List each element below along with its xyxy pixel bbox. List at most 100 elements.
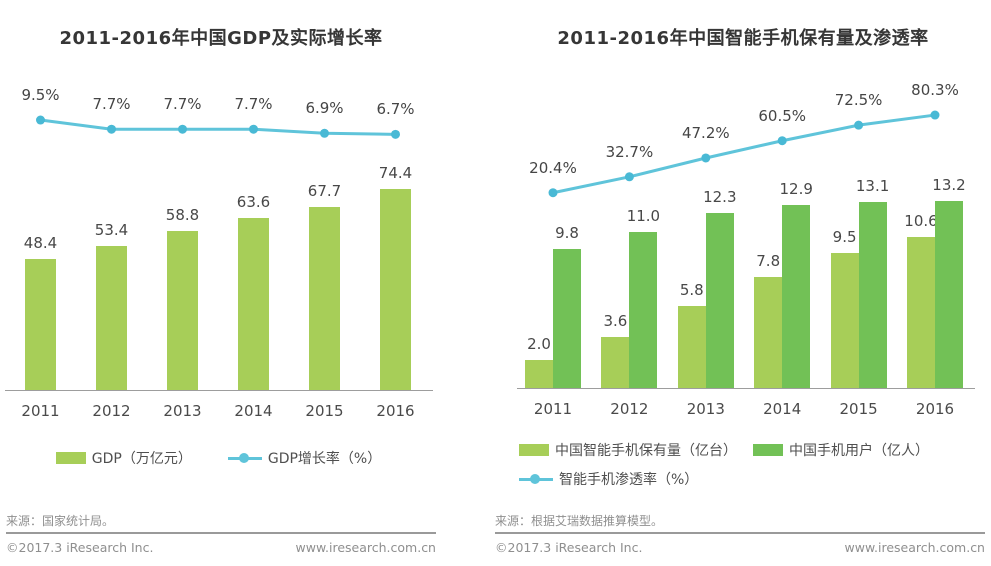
x-axis: [517, 388, 975, 389]
smartphone-stock-bar: [830, 253, 859, 388]
smartphone-source-note: 来源：根据艾瑞数据推算模型。: [495, 514, 664, 528]
x-tick-label: 2012: [610, 400, 649, 418]
mobile-users-bar: [858, 201, 887, 388]
gdp-growth-rate-value-label: 6.9%: [305, 99, 344, 118]
gdp-bar-value-label: 53.4: [94, 220, 129, 239]
smartphone-penetration-point: [701, 153, 711, 163]
gdp-chart-title: 2011-2016年中国GDP及实际增长率: [59, 28, 383, 49]
gdp-growth-line-swatch-icon: [227, 452, 262, 464]
smartphone-penetration-point: [624, 172, 634, 182]
smartphone-stock-bar-value-label: 3.6: [603, 311, 628, 330]
x-axis: [5, 390, 433, 391]
gdp-growth-rate-value-label: 9.5%: [21, 86, 60, 105]
copyright-text: ©2017.3 iResearch Inc.: [495, 540, 643, 555]
gdp-chart-panel: 2011-2016年中国GDP及实际增长率 48.4 53.4 58.8 63.6 67…: [0, 0, 495, 566]
gdp-growth-rate-point: [320, 128, 329, 138]
x-tick-label: 2014: [234, 402, 273, 420]
smartphone-stock-bar-value-label: 2.0: [527, 334, 551, 353]
gdp-growth-rate-line-path: [40, 118, 396, 136]
smartphone-penetration-value-label: 20.4%: [529, 158, 577, 177]
gdp-bar-value-label: 48.4: [23, 234, 58, 253]
smartphone-stock-bar: [907, 237, 935, 388]
website-text: www.iresearch.com.cn: [295, 540, 437, 555]
mobile-users-bar-value-label: 11.0: [626, 206, 661, 225]
legend-row: 中国智能手机保有量（亿台） 中国手机用户（亿人）: [519, 440, 929, 460]
smartphone-penetration-point: [777, 136, 787, 146]
smartphone-stock-bar: [525, 359, 553, 388]
smartphone-penetration-value-label: 47.2%: [681, 123, 730, 142]
smartphone-chart-panel: 2011-2016年中国智能手机保有量及渗透率 2.0 3.6 5.8 7.8 9.5 1…: [495, 0, 991, 566]
mobile-users-bar-value-label: 12.3: [703, 188, 737, 207]
gdp-growth-rate-value-label: 7.7%: [234, 95, 273, 114]
smartphone-penetration-point: [548, 188, 558, 198]
gdp-bar-value-label: 67.7: [307, 182, 342, 201]
gdp-bar: [238, 218, 269, 390]
legend-item-smartphone-stock: 中国智能手机保有量（亿台）: [519, 440, 737, 460]
gdp-source-note: 来源：国家统计局。: [6, 514, 115, 528]
x-tick-label: 2014: [763, 400, 802, 418]
smartphone-penetration-value-label: 80.3%: [911, 81, 959, 100]
website-text: www.iresearch.com.cn: [844, 540, 986, 555]
smartphone-stock-bar-value-label: 5.8: [679, 280, 704, 299]
legend-label-gdp-growth: GDP增长率（%）: [267, 451, 382, 467]
x-tick-label: 2011: [21, 402, 60, 420]
legend-item-gdp-growth: GDP增长率（%）: [227, 448, 382, 468]
mobile-users-bar-swatch-icon: [753, 444, 783, 456]
x-tick-label: 2011: [533, 400, 573, 418]
mobile-users-bar-value-label: 9.8: [555, 223, 579, 242]
legend-label-gdp: GDP（万亿元）: [91, 451, 192, 467]
smartphone-stock-bar: [601, 336, 630, 388]
mobile-users-bar: [935, 200, 963, 388]
legend-item-penetration: 智能手机渗透率（%）: [519, 469, 698, 489]
mobile-users-bar: [629, 231, 658, 388]
smartphone-penetration-value-label: 72.5%: [834, 91, 883, 110]
gdp-growth-rate-point: [178, 124, 187, 134]
x-tick-label: 2016: [376, 402, 415, 420]
footer-divider: [6, 532, 436, 534]
gdp-chart-legend: GDP（万亿元） GDP增长率（%）: [0, 448, 437, 468]
gdp-bar: [167, 231, 198, 390]
smartphone-chart-legend: 中国智能手机保有量（亿台） 中国手机用户（亿人） 智能手机渗透率（%）: [519, 440, 929, 489]
x-tick-label: 2015: [839, 400, 878, 418]
x-tick-label: 2016: [915, 400, 955, 418]
footer-divider: [495, 532, 985, 534]
mobile-users-bar-value-label: 12.9: [779, 179, 813, 198]
legend-label-mobile-users: 中国手机用户（亿人）: [789, 443, 929, 459]
mobile-users-bar-value-label: 13.1: [855, 176, 890, 195]
x-tick-label: 2015: [305, 402, 344, 420]
mobile-users-bar: [705, 213, 734, 388]
gdp-growth-rate-point: [391, 129, 400, 139]
gdp-bar-value-label: 58.8: [165, 206, 200, 225]
gdp-bar: [96, 245, 127, 390]
mobile-users-bar-value-label: 13.2: [932, 175, 966, 194]
gdp-bar-value-label: 63.6: [236, 193, 271, 212]
gdp-bar: [309, 207, 340, 390]
legend-row: 智能手机渗透率（%）: [519, 469, 929, 489]
gdp-bar-value-label: 74.4: [378, 164, 413, 183]
legend-label-penetration: 智能手机渗透率（%）: [559, 472, 699, 488]
smartphone-chart-title: 2011-2016年中国智能手机保有量及渗透率: [557, 28, 929, 49]
smartphone-penetration-value-label: 60.5%: [758, 106, 807, 125]
gdp-bar: [25, 259, 56, 390]
gdp-growth-rate-point: [36, 115, 45, 125]
smartphone-stock-bar: [677, 305, 706, 388]
smartphone-penetration-value-label: 32.7%: [605, 142, 654, 161]
smartphone-chart-plot: 2.0 3.6 5.8 7.8 9.5 10.6 9.8 11.0 12.3 12.9 13.1 13…: [495, 0, 991, 430]
x-tick-label: 2012: [92, 402, 131, 420]
gdp-bar-swatch-icon: [55, 452, 86, 464]
legend-item-gdp: GDP（万亿元）: [55, 448, 192, 468]
x-tick-label: 2013: [163, 402, 202, 420]
legend-label-smartphone-stock: 中国智能手机保有量（亿台）: [555, 443, 737, 459]
smartphone-penetration-point: [930, 110, 940, 120]
gdp-growth-rate-value-label: 7.7%: [163, 95, 202, 114]
smartphone-penetration-point: [854, 120, 864, 130]
x-tick-label: 2013: [686, 400, 725, 418]
smartphone-stock-bar: [754, 277, 783, 388]
smartphone-stock-bar-value-label: 9.5: [832, 228, 857, 247]
legend-item-mobile-users: 中国手机用户（亿人）: [753, 440, 929, 460]
gdp-growth-rate-point: [249, 124, 258, 134]
mobile-users-bar: [782, 204, 811, 388]
gdp-chart-plot: 48.4 53.4 58.8 63.6 67.7 74.4 9.5% 7.7% 7.7% 7.7%…: [0, 0, 495, 430]
gdp-bar: [380, 189, 411, 390]
